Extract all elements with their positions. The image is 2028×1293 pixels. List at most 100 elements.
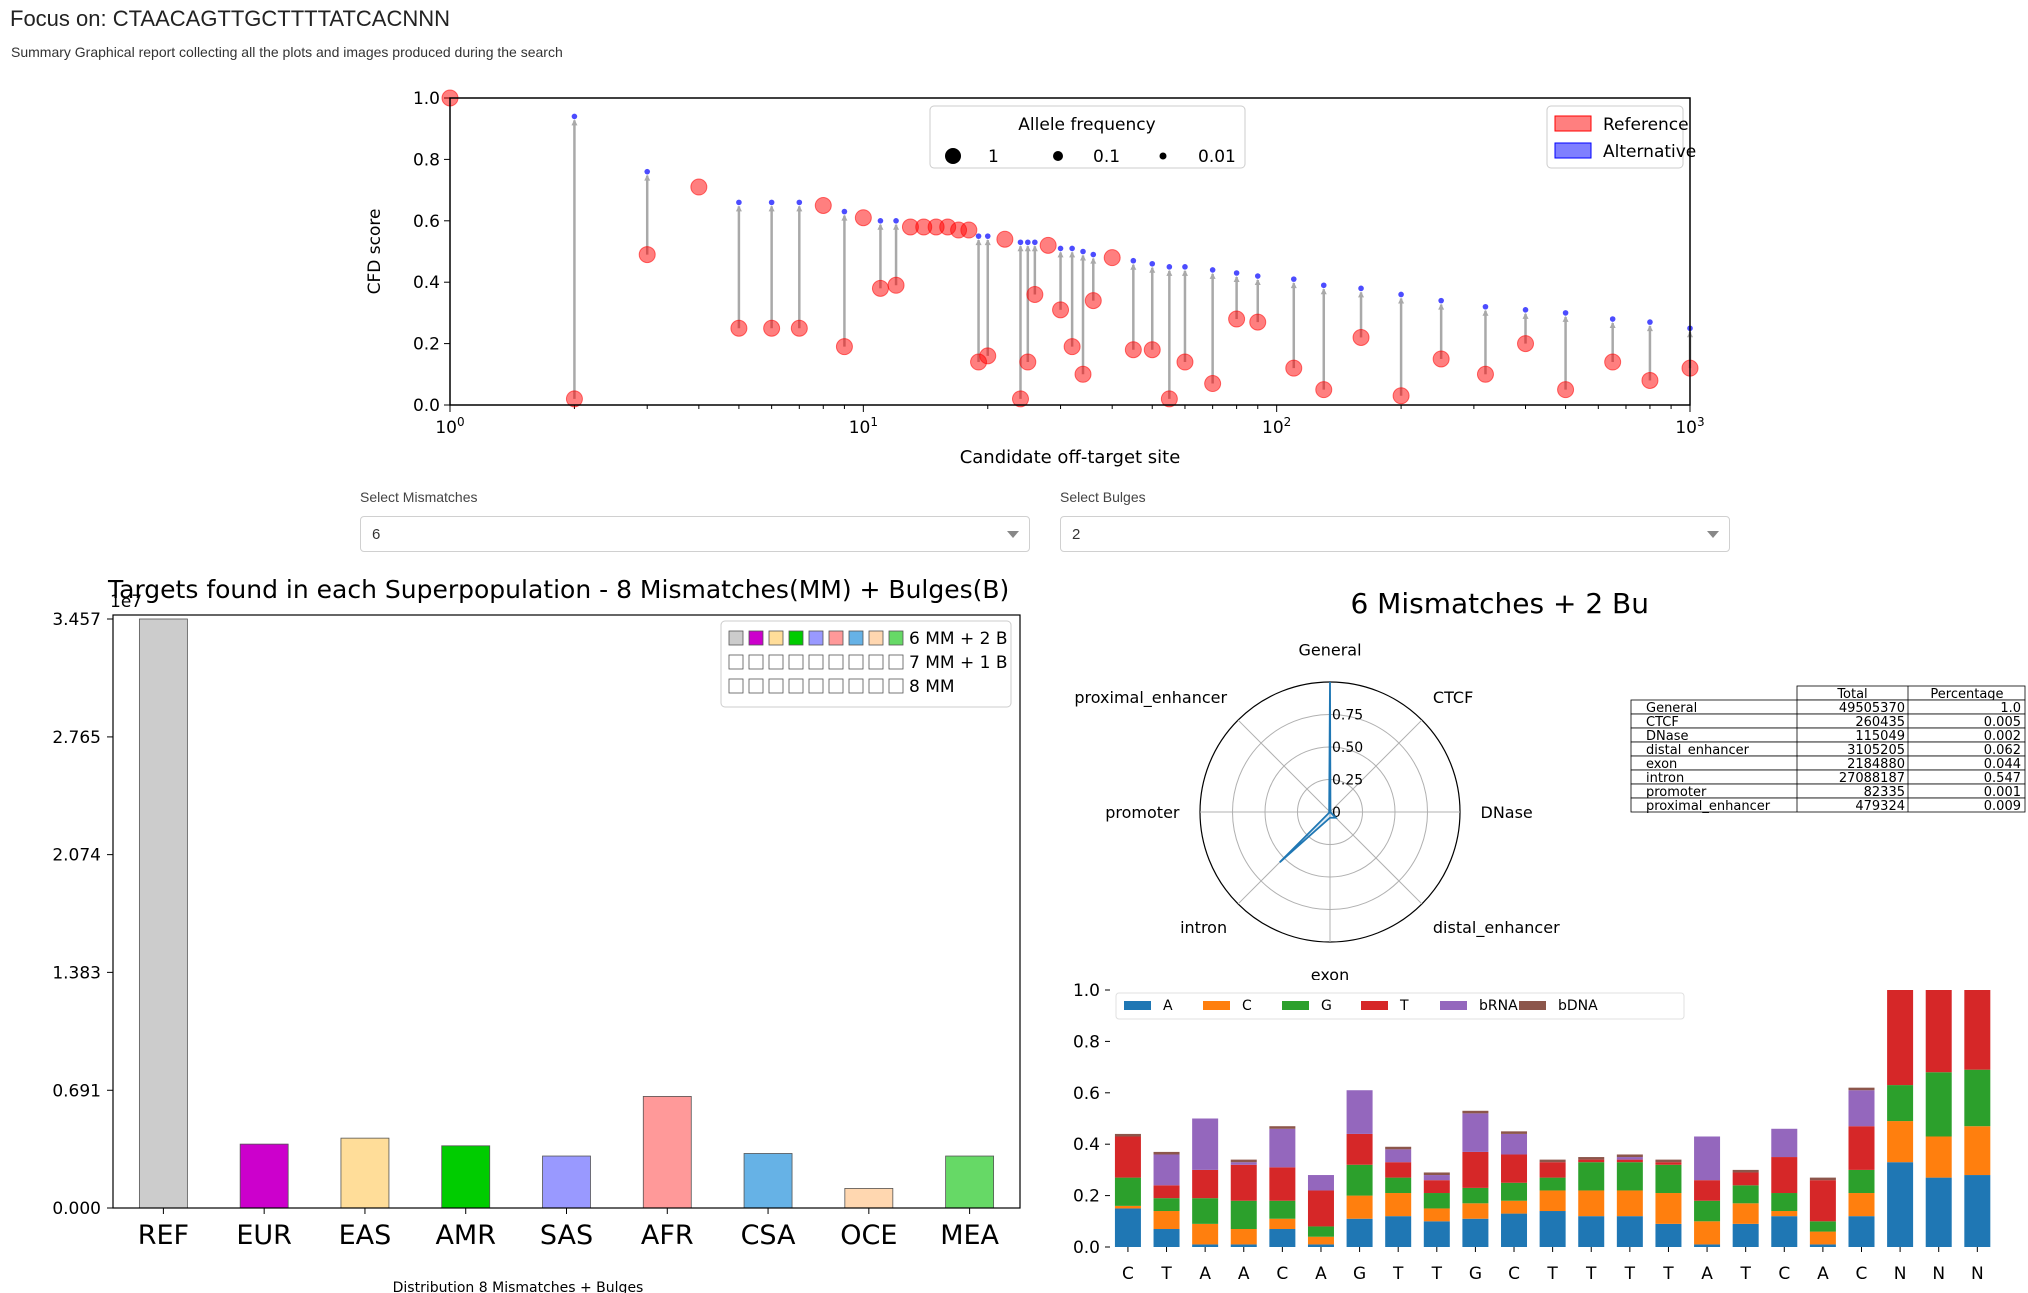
table-cell: 0.009: [1984, 799, 2021, 814]
legend-swatch: [888, 630, 904, 646]
y-tick-label: 0.4: [413, 273, 440, 293]
table-cell: 479324: [1855, 799, 1905, 814]
x-tick-label: REF: [138, 1220, 189, 1251]
stack-segment-g: [1655, 1164, 1682, 1194]
stack-segment-t: [1114, 1136, 1141, 1178]
reference-point: [1176, 353, 1194, 371]
radar-tick-label: 0.75: [1332, 708, 1363, 724]
reference-point: [1352, 328, 1370, 346]
stem-arrowhead: [1017, 245, 1024, 252]
stack-segment-a: [1694, 1244, 1721, 1247]
stack-segment-c: [1809, 1231, 1836, 1245]
x-tick-label: T: [1662, 1264, 1674, 1284]
legend-swatch: [1554, 142, 1592, 159]
bar-ref: [138, 618, 188, 1209]
reference-point: [1204, 375, 1222, 393]
stem-arrowhead: [893, 223, 900, 230]
alternative-point: [1320, 282, 1327, 289]
stack-segment-brna: [1462, 1113, 1489, 1152]
reference-point: [979, 347, 997, 365]
stem-arrowhead: [644, 174, 651, 181]
reference-point: [1315, 381, 1333, 399]
stack-segment-brna: [1616, 1157, 1643, 1160]
x-tick-label: N: [1971, 1264, 1984, 1284]
stack-segment-c: [1616, 1190, 1643, 1217]
chart-title: Targets found in each Superpopulation - …: [107, 575, 1009, 604]
stack-segment-g: [1346, 1164, 1373, 1196]
table-cell: 115049: [1855, 729, 1905, 744]
reference-point: [730, 319, 748, 337]
stack-segment-a: [1501, 1213, 1528, 1247]
stack-segment-c: [1578, 1190, 1605, 1217]
annotation-radar-chart: 6 Mismatches + 2 Bulge TOTAL General CTCF D…: [1074, 587, 1650, 980]
x-tick-label: CSA: [741, 1220, 796, 1251]
legend-frame: [929, 105, 1246, 169]
stem-arrowhead: [1166, 269, 1173, 276]
legend-swatch: [828, 630, 844, 646]
stack-segment-t: [1539, 1162, 1566, 1178]
table-cell: 0.001: [1984, 785, 2021, 800]
allele-frequency-legend: Allele frequency 1 0.1 0.01: [929, 105, 1246, 169]
y-tick-label: 1.0: [1073, 981, 1100, 1001]
x-tick-label: C: [1508, 1264, 1520, 1284]
legend-entry: 8 MM: [909, 677, 955, 697]
stack-segment-g: [1269, 1200, 1296, 1219]
x-tick-label: C: [1856, 1264, 1868, 1284]
alternative-point: [571, 113, 578, 120]
legend-swatch: [1440, 1001, 1467, 1010]
table-row: distal_enhancer 3105205 0.062: [1630, 741, 2026, 758]
stack-segment-c: [1964, 1126, 1991, 1176]
select-bulges-dropdown[interactable]: 2: [1060, 516, 1730, 552]
table-header-cell: Total: [1836, 687, 1867, 702]
stack-segment-t: [1578, 1159, 1605, 1163]
radar-tick-label: 0.25: [1332, 773, 1363, 789]
stack-segment-a: [1269, 1229, 1296, 1247]
stack-segment-a: [1809, 1244, 1836, 1247]
stem-arrowhead: [1609, 322, 1616, 329]
stack-segment-c: [1346, 1195, 1373, 1219]
chevron-down-icon: [1707, 531, 1719, 538]
reference-point: [690, 178, 708, 196]
alternative-point: [796, 199, 803, 206]
scale-offset-label: 1e7: [110, 592, 142, 612]
table-cell: 260435: [1855, 715, 1905, 730]
stem-arrowhead: [841, 214, 848, 221]
reference-point: [1228, 310, 1246, 328]
x-tick-label: G: [1469, 1264, 1482, 1284]
x-tick-label: A: [1199, 1264, 1211, 1284]
y-tick-label: 0.000: [52, 1199, 101, 1219]
legend-swatch: [728, 678, 744, 694]
stack-segment-t: [1462, 1151, 1489, 1188]
cfd-points: [441, 89, 1699, 408]
reference-point: [1604, 353, 1622, 371]
alternative-point: [1149, 260, 1156, 267]
stack-segment-t: [1423, 1180, 1450, 1194]
stack-segment-a: [1616, 1216, 1643, 1247]
stem-arrowhead: [1438, 303, 1445, 310]
stack-segment-g: [1539, 1177, 1566, 1191]
reference-point: [960, 221, 978, 239]
alternative-point: [1562, 310, 1569, 316]
select-mismatches-dropdown[interactable]: 6: [360, 516, 1030, 552]
alternative-point: [1438, 297, 1444, 304]
x-tick-label: 102: [1262, 415, 1291, 438]
reference-point: [638, 246, 656, 264]
stack-segment-t: [1269, 1167, 1296, 1201]
radar-axis-label: promoter: [1105, 803, 1180, 822]
stack-segment-g: [1153, 1198, 1180, 1212]
stack-segment-a: [1114, 1208, 1141, 1247]
x-tick-label: AMR: [435, 1220, 496, 1251]
table-cell: promoter: [1646, 785, 1707, 800]
table-cell: CTCF: [1646, 715, 1679, 730]
stack-segment-t: [1385, 1162, 1412, 1178]
x-tick-label: N: [1932, 1264, 1945, 1284]
reference-point: [1084, 292, 1102, 310]
page-title: Focus on: CTAACAGTTGCTTTTATCACNNN: [10, 6, 451, 31]
stack-segment-c: [1230, 1229, 1257, 1245]
stack-segment-g: [1925, 1072, 1952, 1137]
stack-segment-g: [1230, 1200, 1257, 1230]
stack-segment-bdna: [1269, 1126, 1296, 1129]
x-tick-label: OCE: [840, 1220, 897, 1251]
stem-arrowhead: [877, 223, 884, 230]
page-subtitle: Summary Graphical report collecting all …: [11, 44, 563, 60]
